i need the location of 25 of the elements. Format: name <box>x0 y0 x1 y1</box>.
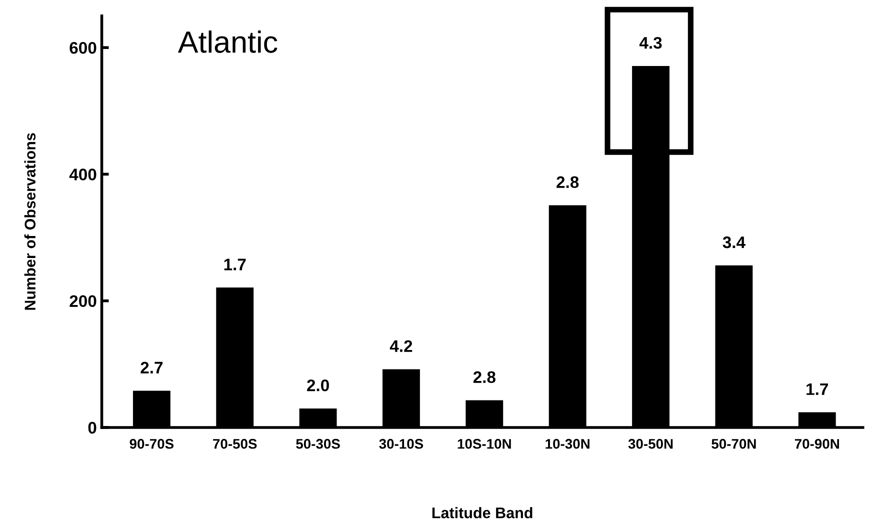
annotation: 1.7 <box>224 258 246 270</box>
annotation: 2.0 <box>307 379 329 392</box>
annotation: 2.8 <box>473 371 496 384</box>
x-tick-label: 50-30S <box>296 438 340 449</box>
annotation: 2.8 <box>556 176 579 188</box>
y-tick-label: 600 <box>70 42 96 54</box>
annotation: 1.7 <box>806 383 828 395</box>
x-tick-label: 30-10S <box>379 438 424 449</box>
annotation: Atlantic <box>178 30 278 53</box>
y-tick-label: 0 <box>88 422 96 434</box>
annotation: 3.4 <box>722 236 746 248</box>
x-tick-label: 10S-10N <box>458 438 511 449</box>
x-tick-label: 90-70S <box>130 438 174 449</box>
x-tick-label: 50-70N <box>712 438 756 449</box>
y-tick-label: 400 <box>69 168 96 180</box>
annotation: 4.2 <box>390 340 412 352</box>
y-tick-label: 200 <box>70 295 96 308</box>
x-tick-label: 70-50S <box>213 438 257 449</box>
annotation: 4.3 <box>639 36 662 49</box>
x-tick-label: 70-90N <box>794 438 839 449</box>
x-tick-label: 10-30N <box>546 438 590 449</box>
annotation: 2.7 <box>140 362 163 374</box>
y-axis-title: Number of Observations <box>24 133 36 310</box>
x-tick-label: 30-50N <box>628 438 673 449</box>
x-axis-title: Latitude Band <box>432 507 532 518</box>
